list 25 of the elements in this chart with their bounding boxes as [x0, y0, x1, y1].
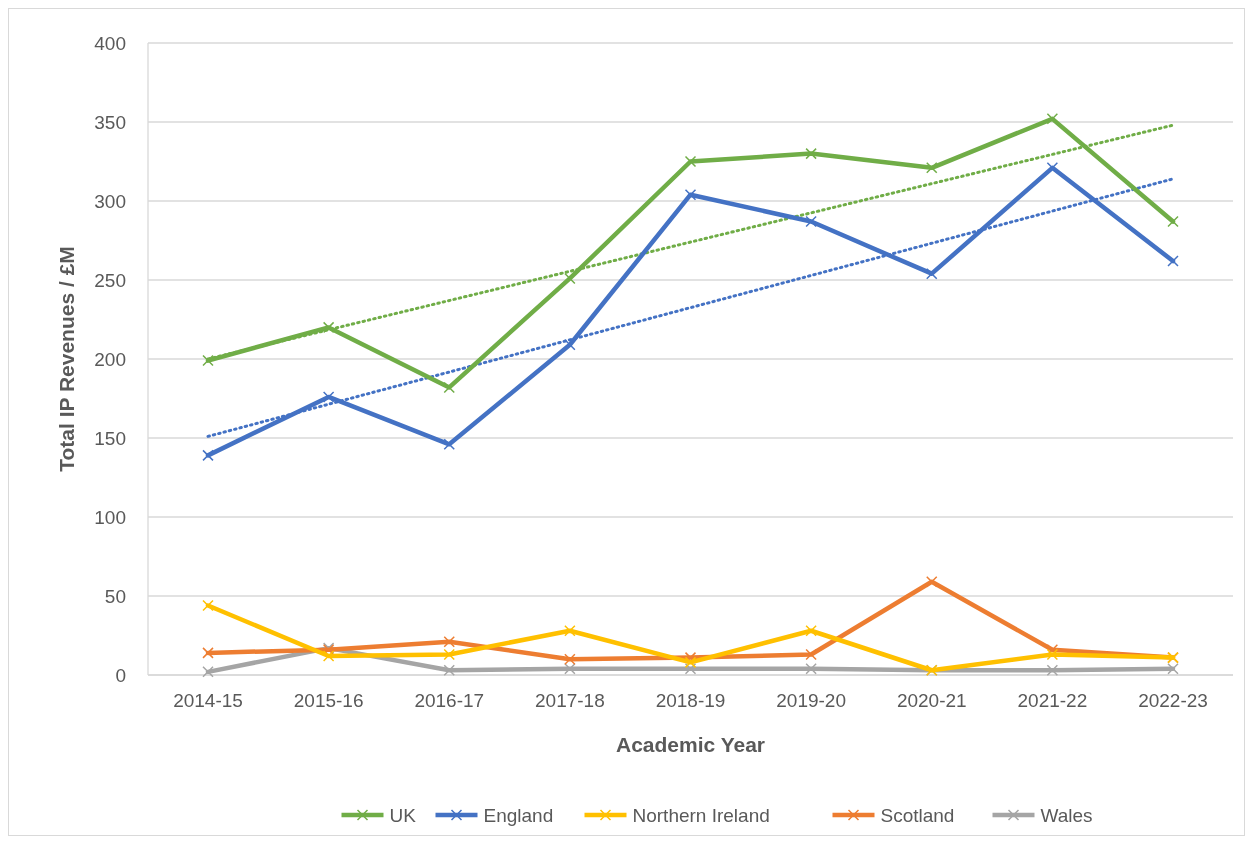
y-tick-label: 350: [94, 111, 126, 133]
y-tick-label: 200: [94, 348, 126, 370]
x-tick-label: 2019-20: [776, 690, 846, 711]
y-tick-label: 100: [94, 506, 126, 528]
x-axis-title: Academic Year: [615, 733, 766, 756]
y-tick-label: 50: [104, 585, 126, 607]
y-tick-label: 150: [94, 427, 126, 449]
x-tick-label: 2022-23: [1138, 690, 1208, 711]
y-tick-label: 300: [94, 190, 126, 212]
y-axis-title: Total IP Revenues / £M: [55, 246, 78, 472]
y-tick-label: 250: [94, 269, 126, 291]
x-tick-label: 2014-15: [173, 690, 243, 711]
x-tick-label: 2021-22: [1017, 690, 1088, 711]
y-tick-label: 0: [115, 664, 126, 686]
legend-label: Northern Ireland: [632, 804, 770, 826]
legend-label: Wales: [1040, 804, 1093, 826]
y-tick-label: 400: [94, 32, 126, 54]
legend-label: UK: [389, 804, 417, 826]
legend-label: Scotland: [880, 804, 955, 826]
x-tick-label: 2016-17: [414, 690, 485, 711]
x-tick-label: 2018-19: [655, 690, 726, 711]
x-tick-label: 2020-21: [896, 690, 967, 711]
x-tick-label: 2015-16: [293, 690, 364, 711]
legend-label: England: [483, 804, 554, 826]
x-tick-label: 2017-18: [535, 690, 605, 711]
